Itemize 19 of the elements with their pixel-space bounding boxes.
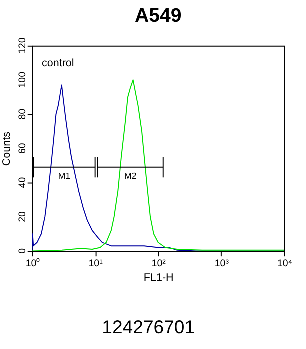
annotation: control [42,57,74,70]
y-tick-label: 40 [17,176,28,188]
chart-title: A549 [135,5,182,28]
text: 124276701 [102,316,196,338]
x-tick-label: 10⁴ [277,258,293,270]
x-tick-label: 10⁰ [26,257,41,270]
x-tick-label: 10³ [214,258,230,270]
y-tick-label: 20 [17,211,28,222]
series-label: M1 [58,171,71,182]
y-tick-label: 80 [17,108,28,120]
y-axis-title: Counts [0,132,13,166]
series-label: M2 [124,171,137,182]
y-tick-label: 100 [17,71,28,88]
y-tick-label: 120 [17,37,28,54]
y-tick-label: 60 [17,142,28,154]
x-tick-label: 10¹ [88,258,104,270]
x-tick-label: 10² [152,258,167,270]
y-tick-label: 0 [17,248,28,254]
x-axis-title: FL1-H [144,272,174,284]
